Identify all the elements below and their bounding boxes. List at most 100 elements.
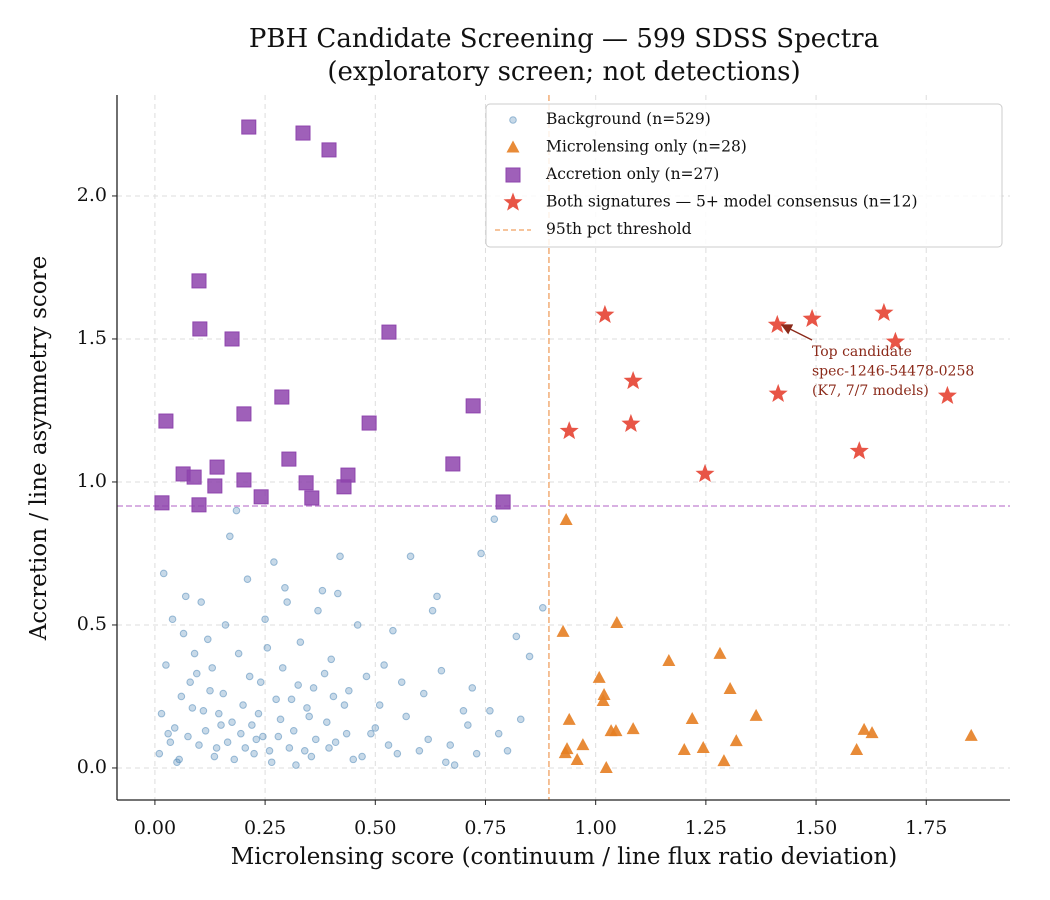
annotation-arrow: [780, 324, 813, 341]
point: [256, 678, 265, 686]
x-tick-label: 0.75: [464, 817, 506, 839]
x-tick-label: 1.25: [685, 817, 727, 839]
point: [321, 142, 337, 158]
point: [274, 732, 283, 741]
point: [248, 721, 256, 729]
point: [191, 273, 207, 289]
y-tick-label: 2.0: [77, 184, 107, 206]
point: [304, 490, 320, 506]
point: [685, 712, 699, 725]
y-tick-label: 0.0: [77, 756, 107, 778]
point: [300, 747, 309, 755]
point: [494, 729, 503, 738]
point: [192, 669, 201, 678]
point: [849, 441, 869, 460]
point: [459, 706, 468, 715]
x-tick-label: 1.50: [795, 817, 837, 839]
point: [468, 684, 477, 692]
point: [465, 398, 481, 414]
point: [559, 421, 579, 440]
point: [281, 451, 297, 467]
point: [768, 383, 788, 402]
point: [274, 389, 290, 405]
point: [802, 308, 822, 327]
point: [283, 598, 291, 606]
point: [597, 688, 611, 701]
point: [252, 735, 261, 744]
point: [223, 738, 232, 747]
point: [512, 632, 521, 641]
point: [334, 589, 342, 598]
point: [570, 752, 584, 765]
legend-label: Both signatures — 5+ model consensus (n=…: [546, 193, 918, 211]
point: [190, 649, 199, 658]
point: [325, 744, 333, 752]
point: [336, 479, 352, 495]
point: [596, 694, 610, 707]
point: [303, 704, 311, 712]
point: [232, 506, 241, 515]
point: [186, 678, 194, 686]
point: [445, 456, 461, 472]
point: [885, 331, 905, 350]
point: [226, 532, 234, 541]
point: [162, 661, 170, 669]
point: [259, 732, 267, 741]
point: [197, 598, 205, 606]
legend: Background (n=529) Microlensing only (n=2…: [485, 103, 1003, 248]
point: [428, 606, 437, 615]
point: [209, 459, 225, 475]
point: [380, 661, 388, 669]
point: [294, 681, 302, 689]
y-axis-label: Accretion / line asymmetry score: [26, 256, 52, 641]
point: [595, 304, 615, 323]
point: [285, 744, 294, 752]
point: [320, 669, 329, 678]
point: [203, 635, 212, 644]
point: [389, 626, 397, 635]
point: [442, 758, 450, 767]
point: [221, 621, 230, 629]
point: [154, 495, 170, 511]
point: [228, 718, 236, 727]
point: [375, 701, 384, 709]
chart-subtitle: (exploratory screen; not detections): [327, 57, 800, 87]
point: [155, 749, 164, 758]
point: [362, 672, 371, 681]
point: [446, 741, 455, 749]
point: [419, 689, 428, 698]
point: [168, 615, 177, 624]
point: [397, 678, 406, 686]
point: [296, 638, 305, 646]
x-tick-label: 0.50: [354, 817, 396, 839]
point: [192, 321, 208, 337]
point: [874, 302, 894, 321]
point: [281, 583, 289, 592]
point: [305, 712, 313, 721]
point: [265, 747, 274, 755]
point: [749, 708, 763, 721]
point: [179, 629, 188, 638]
point: [865, 726, 879, 739]
legend-label: 95th pct threshold: [546, 220, 692, 238]
point: [937, 385, 957, 404]
point: [224, 331, 240, 347]
point: [208, 664, 217, 672]
legend-label: Background (n=529): [546, 110, 711, 128]
point: [250, 749, 258, 758]
point: [361, 415, 377, 431]
point: [327, 655, 336, 664]
point: [298, 475, 314, 491]
annotation-text: Top candidate: [812, 344, 912, 360]
point: [850, 742, 864, 755]
x-tick-label: 1.00: [575, 817, 617, 839]
point: [245, 672, 254, 681]
legend-marker: [509, 116, 517, 124]
point: [723, 682, 737, 695]
point: [295, 125, 311, 141]
point: [230, 755, 239, 764]
point: [309, 684, 318, 692]
point: [170, 724, 179, 732]
